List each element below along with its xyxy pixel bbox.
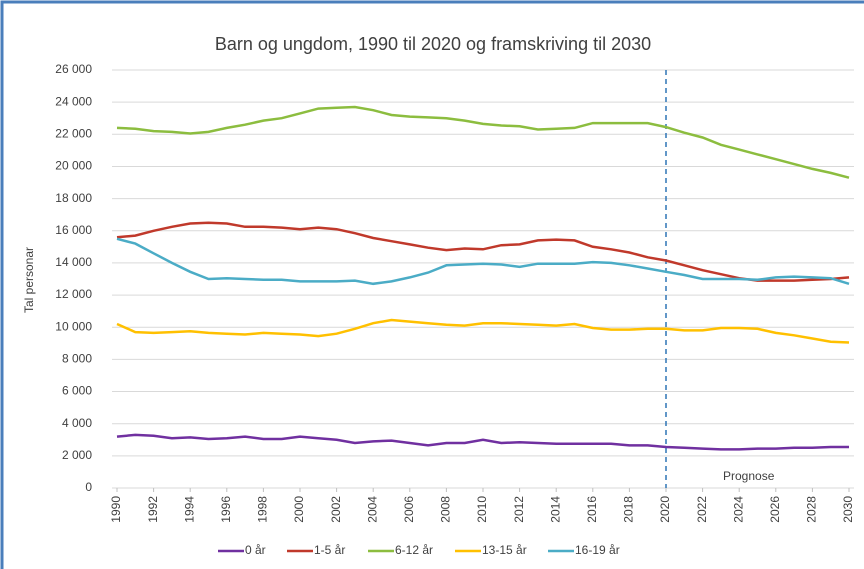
x-tick-label: 2010 — [475, 496, 489, 523]
y-tick-label: 18 000 — [55, 191, 92, 205]
annotation: Prognose — [723, 469, 775, 483]
x-tick-label: 1998 — [256, 496, 270, 523]
x-tick-label: 2016 — [585, 496, 599, 523]
legend-label: 6-12 år — [395, 543, 433, 557]
x-tick-label: 1992 — [146, 496, 160, 523]
y-tick-label: 24 000 — [55, 94, 92, 108]
x-tick-label: 2024 — [731, 496, 745, 523]
x-tick-label: 2002 — [329, 496, 343, 523]
y-tick-label: 14 000 — [55, 255, 92, 269]
x-tick-label: 2004 — [365, 496, 379, 523]
x-tick-label: 1994 — [182, 496, 196, 523]
legend-label: 13-15 år — [482, 543, 527, 557]
y-tick-label: 8 000 — [62, 352, 92, 366]
x-tick-label: 2008 — [439, 496, 453, 523]
y-tick-label: 22 000 — [55, 126, 92, 140]
x-tick-label: 2018 — [622, 496, 636, 523]
x-tick-label: 2026 — [768, 496, 782, 523]
y-tick-label: 12 000 — [55, 287, 92, 301]
chart-title: Barn og ungdom, 1990 til 2020 og framskr… — [215, 34, 651, 54]
series-line — [116, 105, 850, 179]
legend-label: 16-19 år — [575, 543, 620, 557]
x-tick-label: 2006 — [402, 496, 416, 523]
series-line — [116, 318, 850, 344]
x-tick-label: 1996 — [219, 496, 233, 523]
y-tick-label: 0 — [85, 480, 92, 494]
x-tick-label: 2022 — [695, 496, 709, 523]
y-tick-label: 20 000 — [55, 159, 92, 173]
legend-label: 0 år — [245, 543, 266, 557]
y-tick-label: 6 000 — [62, 384, 92, 398]
x-tick-label: 2028 — [805, 496, 819, 523]
x-tick-label: 2012 — [512, 496, 526, 523]
x-tick-label: 2020 — [658, 496, 672, 523]
y-tick-label: 4 000 — [62, 416, 92, 430]
y-tick-label: 2 000 — [62, 448, 92, 462]
y-tick-label: 16 000 — [55, 223, 92, 237]
y-tick-label: 26 000 — [55, 62, 92, 76]
legend-label: 1-5 år — [314, 543, 345, 557]
y-axis-label: Tal personar — [22, 247, 36, 313]
series-line — [116, 433, 849, 451]
x-tick-label: 2030 — [841, 496, 855, 523]
series-line — [116, 221, 850, 282]
x-tick-label: 1990 — [109, 496, 123, 523]
series-line — [116, 237, 850, 286]
y-tick-label: 10 000 — [55, 319, 92, 333]
x-tick-label: 2000 — [292, 496, 306, 523]
x-tick-label: 2014 — [548, 496, 562, 523]
